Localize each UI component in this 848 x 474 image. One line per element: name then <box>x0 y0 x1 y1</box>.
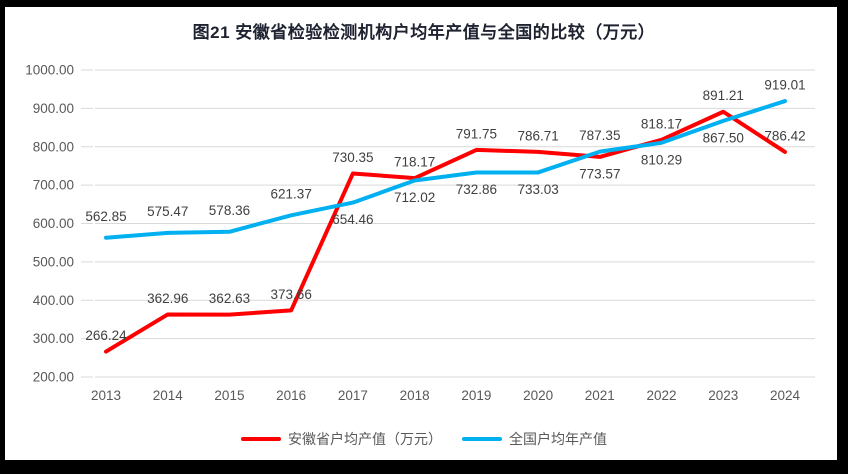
anhui-data-labels: 266.24 362.96 362.63 373.66 730.35 718.17 791.… <box>85 88 805 343</box>
svg-text:800.00: 800.00 <box>33 139 74 154</box>
svg-text:362.63: 362.63 <box>209 291 250 306</box>
svg-text:2024: 2024 <box>770 388 801 403</box>
svg-text:919.01: 919.01 <box>764 78 805 93</box>
series-national-line <box>104 99 787 240</box>
svg-text:900.00: 900.00 <box>33 101 74 116</box>
svg-text:786.71: 786.71 <box>517 128 558 143</box>
national-data-labels: 562.85 575.47 578.36 621.37 654.46 712.02 732.… <box>85 78 805 228</box>
svg-text:718.17: 718.17 <box>394 155 435 170</box>
svg-text:891.21: 891.21 <box>703 88 744 103</box>
x-axis-labels: 2013 2014 2015 2016 2017 2018 2019 2020 2021 2022… <box>91 388 801 403</box>
svg-text:373.66: 373.66 <box>271 287 312 302</box>
svg-text:2016: 2016 <box>276 388 306 403</box>
svg-text:700.00: 700.00 <box>33 178 74 193</box>
svg-text:2019: 2019 <box>461 388 491 403</box>
frame-border-top <box>0 0 848 7</box>
svg-text:810.29: 810.29 <box>641 152 682 167</box>
svg-text:2020: 2020 <box>523 388 553 403</box>
svg-text:2022: 2022 <box>647 388 677 403</box>
svg-text:562.85: 562.85 <box>85 209 126 224</box>
svg-text:712.02: 712.02 <box>394 190 435 205</box>
svg-text:773.57: 773.57 <box>579 166 620 181</box>
svg-text:500.00: 500.00 <box>33 254 74 269</box>
grid <box>81 69 815 378</box>
svg-text:600.00: 600.00 <box>33 216 74 231</box>
series-anhui-line <box>104 109 787 354</box>
anhui-line-swatch-icon <box>241 437 281 441</box>
legend-item-anhui: 安徽省户均产值（万元） <box>241 429 442 449</box>
svg-text:2018: 2018 <box>400 388 430 403</box>
svg-text:867.50: 867.50 <box>703 130 744 145</box>
chart-legend: 安徽省户均产值（万元） 全国户均年产值 <box>0 429 848 449</box>
svg-text:400.00: 400.00 <box>33 293 74 308</box>
legend-label-anhui: 安徽省户均产值（万元） <box>288 431 442 447</box>
frame-border-right <box>837 0 848 474</box>
svg-text:621.37: 621.37 <box>271 186 312 201</box>
frame-border-bottom <box>0 460 848 474</box>
svg-text:1000.00: 1000.00 <box>25 63 74 78</box>
svg-text:733.03: 733.03 <box>517 182 558 197</box>
national-line-swatch-icon <box>462 437 502 441</box>
svg-text:575.47: 575.47 <box>147 204 188 219</box>
chart-title: 图21 安徽省检验检测机构户均年产值与全国的比较（万元） <box>192 23 656 42</box>
svg-text:730.35: 730.35 <box>332 150 373 165</box>
svg-text:818.17: 818.17 <box>641 116 682 131</box>
svg-text:787.35: 787.35 <box>579 128 620 143</box>
svg-text:2013: 2013 <box>91 388 121 403</box>
svg-text:2017: 2017 <box>338 388 368 403</box>
svg-text:2014: 2014 <box>153 388 184 403</box>
svg-text:791.75: 791.75 <box>456 126 497 141</box>
legend-item-national: 全国户均年产值 <box>462 429 607 449</box>
svg-text:578.36: 578.36 <box>209 203 250 218</box>
svg-text:654.46: 654.46 <box>332 212 373 227</box>
svg-text:2015: 2015 <box>214 388 244 403</box>
svg-text:200.00: 200.00 <box>33 370 74 385</box>
svg-text:732.86: 732.86 <box>456 182 497 197</box>
svg-text:362.96: 362.96 <box>147 291 188 306</box>
y-axis-labels: 1000.00 900.00 800.00 700.00 600.00 500.00 400… <box>25 63 74 385</box>
svg-text:786.42: 786.42 <box>764 128 805 143</box>
svg-text:266.24: 266.24 <box>85 328 127 343</box>
legend-label-national: 全国户均年产值 <box>509 431 607 447</box>
svg-text:300.00: 300.00 <box>33 331 74 346</box>
frame-border-left <box>0 0 5 474</box>
svg-text:2023: 2023 <box>708 388 738 403</box>
svg-text:2021: 2021 <box>585 388 615 403</box>
